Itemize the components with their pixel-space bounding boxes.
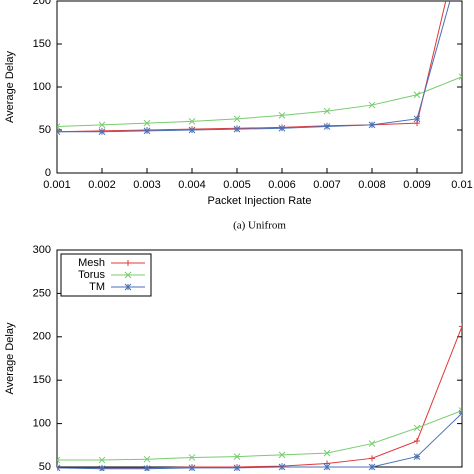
legend-label: Torus	[78, 269, 105, 281]
x-tick-label: 0.006	[268, 179, 296, 191]
data-point	[413, 424, 421, 432]
series-line	[57, 326, 462, 469]
y-tick-label: 200	[33, 0, 51, 7]
legend-marker	[124, 271, 132, 279]
y-tick-label: 150	[33, 38, 51, 50]
y-tick-label: 100	[33, 81, 51, 93]
data-point	[188, 126, 196, 134]
data-point	[278, 124, 286, 132]
data-point	[233, 115, 241, 123]
legend-box	[60, 253, 152, 297]
data-point	[413, 453, 421, 460]
x-tick-label: 0.003	[133, 179, 161, 191]
series-line	[57, 76, 462, 128]
y-axis-label: Average Delay	[4, 51, 16, 123]
plot-area	[57, 1, 462, 136]
data-point	[98, 128, 106, 136]
y-tick-label: 200	[33, 331, 51, 343]
legend-marker	[125, 260, 131, 266]
data-point	[188, 464, 196, 471]
data-point	[369, 455, 375, 462]
data-point	[368, 121, 376, 129]
data-point	[57, 456, 61, 464]
y-tick-label: 0	[45, 167, 51, 179]
data-point	[233, 464, 241, 471]
data-point	[459, 323, 462, 330]
series-line	[57, 1, 447, 133]
data-point	[458, 409, 462, 417]
data-point	[57, 128, 61, 136]
y-axis-label: Average Delay	[4, 322, 16, 394]
data-point	[57, 123, 61, 130]
data-point	[98, 121, 106, 129]
data-point	[323, 463, 331, 471]
y-tick-label: 50	[39, 124, 51, 136]
data-point	[368, 440, 376, 447]
data-point	[413, 91, 421, 99]
plot-area	[57, 323, 462, 471]
data-point	[458, 73, 462, 81]
y-tick-label: 50	[39, 461, 51, 473]
data-point	[458, 407, 462, 414]
data-point	[413, 115, 421, 123]
x-tick-label: 0.01	[451, 179, 472, 191]
data-point	[143, 455, 151, 463]
data-point	[188, 454, 196, 461]
series-line	[57, 410, 462, 461]
data-point	[98, 465, 106, 471]
x-tick-label: 0.008	[358, 179, 386, 191]
x-tick-label: 0.004	[178, 179, 206, 191]
data-point	[57, 464, 61, 471]
data-point	[368, 101, 376, 109]
legend-label: Mesh	[78, 257, 105, 269]
plot-frame	[56, 0, 463, 174]
legend-label: TM	[89, 281, 105, 293]
data-point	[233, 453, 241, 460]
x-tick-label: 0.005	[223, 179, 251, 191]
data-point	[143, 127, 151, 135]
data-point	[98, 456, 106, 464]
series-line	[57, 412, 462, 470]
data-point	[323, 449, 331, 457]
y-tick-label: 300	[33, 244, 51, 256]
data-point	[188, 118, 196, 125]
x-tick-label: 0.001	[43, 179, 71, 191]
data-point	[143, 119, 151, 127]
data-point	[323, 123, 331, 130]
y-tick-label: 250	[33, 287, 51, 299]
legend-marker	[124, 283, 132, 291]
data-point	[278, 451, 286, 459]
data-point	[368, 463, 376, 471]
caption: (a) Unifrom	[233, 220, 286, 232]
x-tick-label: 0.002	[88, 179, 116, 191]
x-tick-label: 0.007	[313, 179, 341, 191]
series-line	[57, 1, 451, 133]
data-point	[414, 437, 420, 444]
data-point	[278, 112, 286, 119]
y-tick-label: 150	[33, 374, 51, 386]
y-tick-label: 100	[33, 418, 51, 430]
data-point	[143, 465, 151, 471]
x-axis-label: Packet Injection Rate	[208, 195, 312, 207]
x-tick-label: 0.009	[403, 179, 431, 191]
data-point	[278, 463, 286, 471]
data-point	[323, 107, 331, 115]
data-point	[233, 125, 241, 133]
